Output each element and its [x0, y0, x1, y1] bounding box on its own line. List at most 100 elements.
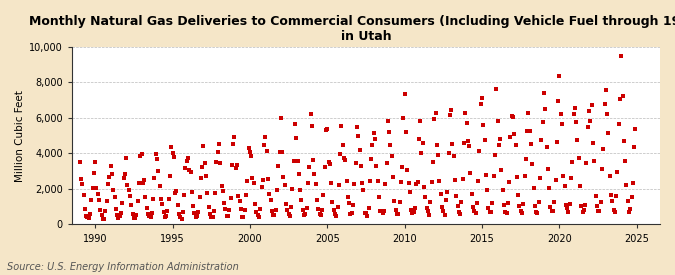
Point	[400, 130, 411, 134]
Point	[502, 201, 513, 205]
Point	[234, 199, 245, 203]
Point	[188, 204, 198, 208]
Point	[200, 174, 211, 178]
Point	[461, 120, 472, 125]
Point	[598, 147, 609, 151]
Point	[628, 180, 639, 185]
Point	[571, 119, 582, 124]
Point	[99, 217, 109, 221]
Point	[506, 114, 517, 119]
Point	[428, 160, 439, 164]
Point	[115, 211, 126, 215]
Point	[410, 205, 421, 210]
Point	[345, 211, 356, 216]
Point	[193, 210, 204, 214]
Point	[441, 197, 452, 202]
Point	[292, 158, 303, 163]
Point	[603, 131, 614, 135]
Point	[224, 208, 235, 213]
Point	[590, 194, 601, 198]
Point	[327, 199, 338, 204]
Point	[583, 125, 593, 129]
Point	[550, 178, 561, 182]
Point	[576, 204, 587, 209]
Point	[172, 202, 183, 207]
Point	[420, 195, 431, 199]
Point	[179, 193, 190, 197]
Point	[237, 215, 248, 219]
Point	[479, 138, 490, 142]
Point	[333, 183, 344, 187]
Point	[260, 135, 271, 139]
Point	[197, 165, 208, 169]
Point	[128, 215, 139, 220]
Point	[107, 172, 117, 177]
Point	[244, 150, 255, 155]
Point	[336, 123, 347, 128]
Point	[90, 160, 101, 164]
Point	[157, 202, 167, 206]
Point	[597, 167, 608, 172]
Point	[570, 106, 580, 110]
Point	[376, 209, 387, 213]
Point	[567, 160, 578, 164]
Point	[518, 202, 529, 206]
Point	[450, 178, 460, 182]
Point	[589, 159, 599, 163]
Point	[563, 210, 574, 214]
Point	[360, 211, 371, 215]
Point	[270, 208, 281, 213]
Point	[142, 211, 153, 216]
Point	[101, 199, 112, 204]
Point	[558, 174, 568, 178]
Point	[356, 164, 367, 168]
Point	[617, 94, 628, 98]
Point	[240, 208, 250, 212]
Point	[155, 197, 166, 201]
Point	[439, 213, 450, 217]
Point	[580, 203, 591, 207]
Point	[398, 116, 409, 120]
Point	[456, 200, 467, 204]
Point	[125, 194, 136, 198]
Point	[572, 137, 583, 142]
Point	[152, 157, 163, 161]
Point	[607, 199, 618, 204]
Point	[286, 205, 296, 209]
Point	[500, 210, 511, 214]
Point	[488, 174, 499, 178]
Point	[202, 191, 213, 195]
Point	[97, 216, 108, 221]
Point	[288, 159, 299, 163]
Point	[611, 194, 622, 198]
Point	[233, 194, 244, 198]
Point	[486, 210, 497, 215]
Point	[180, 166, 191, 170]
Point	[451, 194, 462, 199]
Point	[212, 149, 223, 154]
Point	[564, 202, 575, 206]
Point	[359, 211, 370, 215]
Point	[78, 193, 89, 197]
Point	[389, 199, 400, 203]
Point	[421, 206, 432, 210]
Point	[284, 214, 295, 218]
Point	[397, 164, 408, 169]
Point	[306, 124, 317, 129]
Point	[161, 214, 171, 218]
Point	[396, 180, 406, 185]
Point	[227, 142, 238, 147]
Point	[175, 214, 186, 219]
Point	[97, 213, 107, 217]
Point	[149, 176, 160, 180]
Point	[216, 184, 227, 188]
Point	[241, 192, 252, 197]
Point	[205, 211, 215, 216]
Point	[318, 193, 329, 197]
Point	[219, 201, 230, 205]
Point	[543, 186, 554, 190]
Point	[418, 185, 429, 189]
Point	[458, 141, 469, 145]
Point	[373, 195, 384, 199]
Point	[176, 216, 187, 221]
